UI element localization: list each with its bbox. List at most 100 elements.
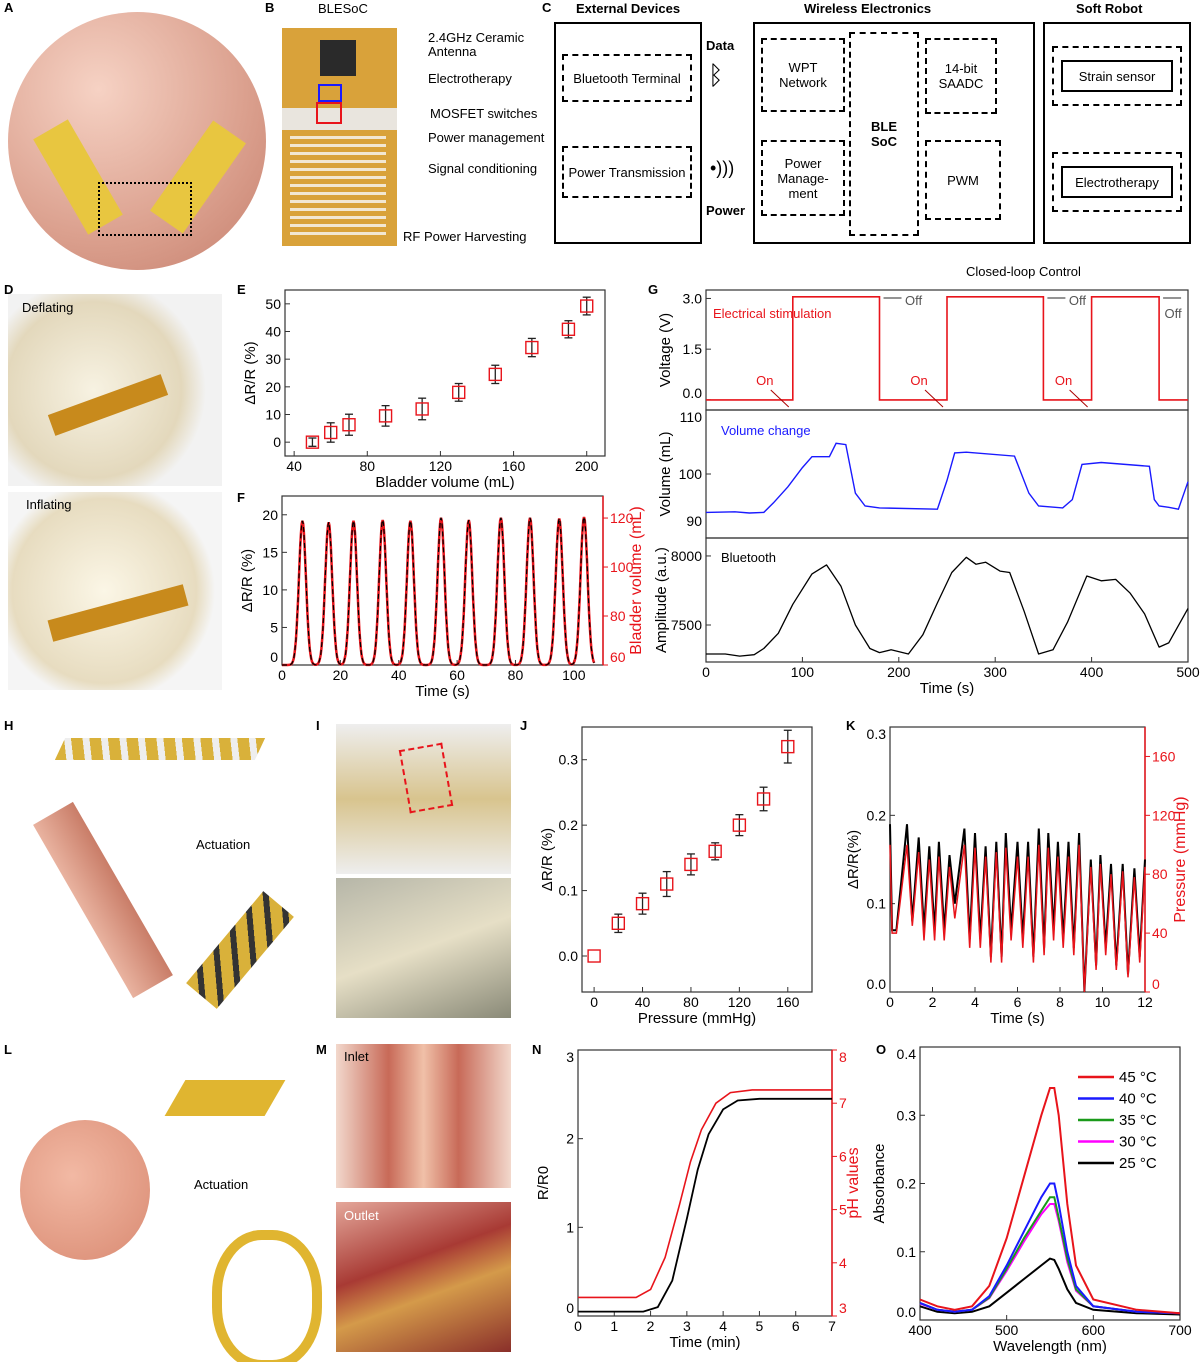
y-tick-label: 0.0 bbox=[559, 948, 579, 964]
ring-robot-illustration bbox=[212, 1230, 322, 1362]
resistance-line bbox=[889, 824, 1146, 993]
y-tick-label: 50 bbox=[265, 296, 281, 312]
x-tick-label: 7 bbox=[828, 1318, 836, 1334]
x-tick-label: 100 bbox=[791, 664, 815, 680]
x-tick-label: 10 bbox=[1095, 994, 1111, 1010]
x-tick-label: 160 bbox=[502, 458, 526, 474]
power-management-block: Power Manage- ment bbox=[761, 140, 845, 216]
x-tick-label: 5 bbox=[756, 1318, 764, 1334]
x-tick-label: 200 bbox=[887, 664, 911, 680]
panel-label-d: D bbox=[4, 282, 14, 297]
bluetooth-annotation: Bluetooth bbox=[721, 550, 776, 565]
x-axis-label: Time (s) bbox=[920, 680, 974, 697]
legend-label: 40 °C bbox=[1119, 1091, 1157, 1108]
data-point bbox=[488, 367, 502, 382]
y-tick-label: 0.1 bbox=[867, 896, 887, 912]
resistance-line bbox=[578, 1097, 832, 1313]
label-rf-harvesting: RF Power Harvesting bbox=[403, 229, 527, 244]
soft-robot-sphere-illustration bbox=[8, 12, 266, 270]
panel-label-o: O bbox=[876, 1042, 887, 1057]
data-point bbox=[756, 792, 771, 806]
y2-tick-label: 120 bbox=[610, 510, 634, 526]
microstructure-photo bbox=[336, 878, 511, 1018]
electrotherapy-group: Electrotherapy bbox=[1052, 152, 1182, 212]
x-tick-label: 2 bbox=[929, 994, 937, 1010]
ble-soc-chip bbox=[320, 40, 356, 76]
panel-label-f: F bbox=[237, 490, 245, 505]
x-tick-label: 4 bbox=[719, 1318, 727, 1334]
off-annotation: Off bbox=[1069, 293, 1086, 308]
y2-tick-label: 100 bbox=[610, 559, 634, 575]
y2-tick-label: 160 bbox=[1152, 748, 1176, 764]
y2-axis-label: Pressure (mmHg) bbox=[1172, 796, 1189, 922]
on-annotation: On bbox=[1055, 373, 1072, 388]
volume-line bbox=[705, 442, 1189, 514]
label-signal-conditioning: Signal conditioning bbox=[428, 161, 538, 176]
y2-tick-label: 80 bbox=[610, 608, 626, 624]
helical-device-photo bbox=[336, 724, 511, 874]
data-point bbox=[635, 896, 650, 911]
pwm-block: PWM bbox=[925, 140, 1001, 220]
outlet-label: Outlet bbox=[344, 1208, 379, 1223]
data-point bbox=[561, 322, 576, 336]
panel-label-a: A bbox=[4, 0, 14, 15]
x-tick-label: 40 bbox=[635, 994, 651, 1010]
y-tick-label: 0.2 bbox=[897, 1176, 917, 1192]
on-arrow bbox=[924, 389, 944, 408]
y2-tick-label: 4 bbox=[839, 1255, 847, 1271]
outlet-photo bbox=[336, 1202, 511, 1352]
y-tick-label: 110 bbox=[680, 409, 703, 425]
panel-label-g: G bbox=[648, 282, 659, 297]
panel-label-h: H bbox=[4, 718, 14, 733]
data-point bbox=[305, 435, 320, 449]
ble-soc-block: BLE SoC bbox=[849, 32, 919, 236]
x-tick-label: 160 bbox=[776, 994, 800, 1010]
y-tick-label: 3.0 bbox=[683, 290, 703, 306]
x-tick-label: 120 bbox=[429, 458, 453, 474]
y-tick-label: 7500 bbox=[671, 617, 702, 633]
x-tick-label: 400 bbox=[1080, 664, 1104, 680]
x-axis-label: Time (min) bbox=[669, 1334, 740, 1351]
panel-label-m: M bbox=[316, 1042, 327, 1057]
y-tick-label: 40 bbox=[265, 324, 281, 340]
y-axis-label: ΔR/R (%) bbox=[539, 828, 556, 891]
x-tick-label: 40 bbox=[391, 667, 407, 683]
x-tick-label: 3 bbox=[683, 1318, 691, 1334]
resistance-line bbox=[282, 516, 595, 666]
label-mosfet: MOSFET switches bbox=[430, 106, 538, 121]
y-tick-label: 0.0 bbox=[897, 1304, 917, 1320]
y-tick-label: 3 bbox=[566, 1049, 574, 1065]
x-tick-label: 600 bbox=[1082, 1322, 1106, 1338]
x-tick-label: 0 bbox=[886, 994, 894, 1010]
x-tick-label: 20 bbox=[333, 667, 349, 683]
y2-tick-label: 8 bbox=[839, 1049, 847, 1065]
data-point bbox=[781, 739, 795, 754]
substrate-strip bbox=[282, 108, 397, 130]
wireless-electronics-box bbox=[753, 22, 1035, 244]
y-axis-label: R/R0 bbox=[535, 1166, 552, 1200]
data-point bbox=[415, 402, 429, 416]
legend-label: 30 °C bbox=[1119, 1134, 1157, 1151]
mosfet-highlight bbox=[318, 84, 342, 102]
x-axis-label: Wavelength (nm) bbox=[993, 1338, 1107, 1355]
legend-label: 45 °C bbox=[1119, 1069, 1157, 1086]
x-axis-label: Time (s) bbox=[990, 1010, 1044, 1027]
x-axis-label: Bladder volume (mL) bbox=[375, 474, 514, 491]
y-tick-label: 0.3 bbox=[897, 1107, 917, 1123]
panel-label-i: I bbox=[316, 718, 320, 733]
y2-tick-label: 40 bbox=[1152, 925, 1168, 941]
actuation-label-l: Actuation bbox=[194, 1177, 249, 1192]
y-tick-label: 0.3 bbox=[559, 752, 579, 768]
data-point bbox=[580, 299, 594, 313]
x-tick-label: 6 bbox=[792, 1318, 800, 1334]
data-point bbox=[587, 949, 601, 963]
deflating-label: Deflating bbox=[22, 300, 74, 315]
inlet-label: Inlet bbox=[344, 1049, 369, 1064]
strain-sensor-group: Strain sensor bbox=[1052, 46, 1182, 106]
x-tick-label: 0 bbox=[278, 667, 286, 683]
x-tick-label: 0 bbox=[590, 994, 598, 1010]
ph-line bbox=[578, 1089, 832, 1299]
y-tick-label: 0 bbox=[273, 434, 281, 450]
off-annotation: Off bbox=[905, 293, 922, 308]
